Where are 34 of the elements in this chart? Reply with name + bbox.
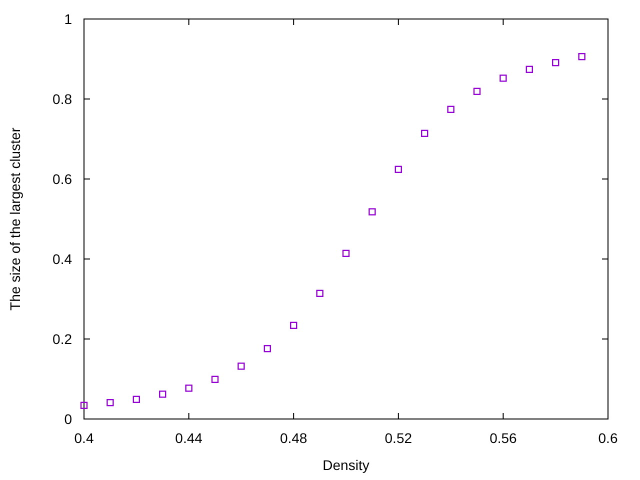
y-tick-label: 0.4 [52,250,72,267]
point [578,53,586,60]
point [552,59,560,66]
point [473,88,481,95]
point [264,345,271,352]
point [211,376,219,383]
x-tick-label: 0.6 [598,430,618,446]
point [500,74,507,82]
y-tick-label: 0 [64,410,72,427]
point [368,208,376,216]
point [80,402,88,409]
y-tick-label: 0.8 [52,90,72,107]
point [316,290,324,297]
point [132,396,140,403]
point [238,362,245,370]
point [526,66,533,73]
x-tick-label: 0.4 [74,430,94,446]
point [421,130,428,137]
x-tick-label: 0.44 [175,430,203,446]
x-tick-label: 0.52 [384,430,412,446]
point [342,250,350,257]
point [394,166,402,173]
point [185,384,192,392]
y-tick-label: 0.2 [52,330,72,347]
y-axis-title: The size of the largest cluster [7,127,23,310]
point [159,390,166,398]
x-tick-label: 0.48 [280,430,308,446]
point [290,322,298,329]
point [106,399,114,406]
y-tick-label: 1 [64,10,72,27]
x-axis-title: Density [322,457,370,473]
y-tick-label: 0.6 [52,170,72,187]
x-tick-label: 0.56 [490,430,518,446]
point [447,106,454,113]
